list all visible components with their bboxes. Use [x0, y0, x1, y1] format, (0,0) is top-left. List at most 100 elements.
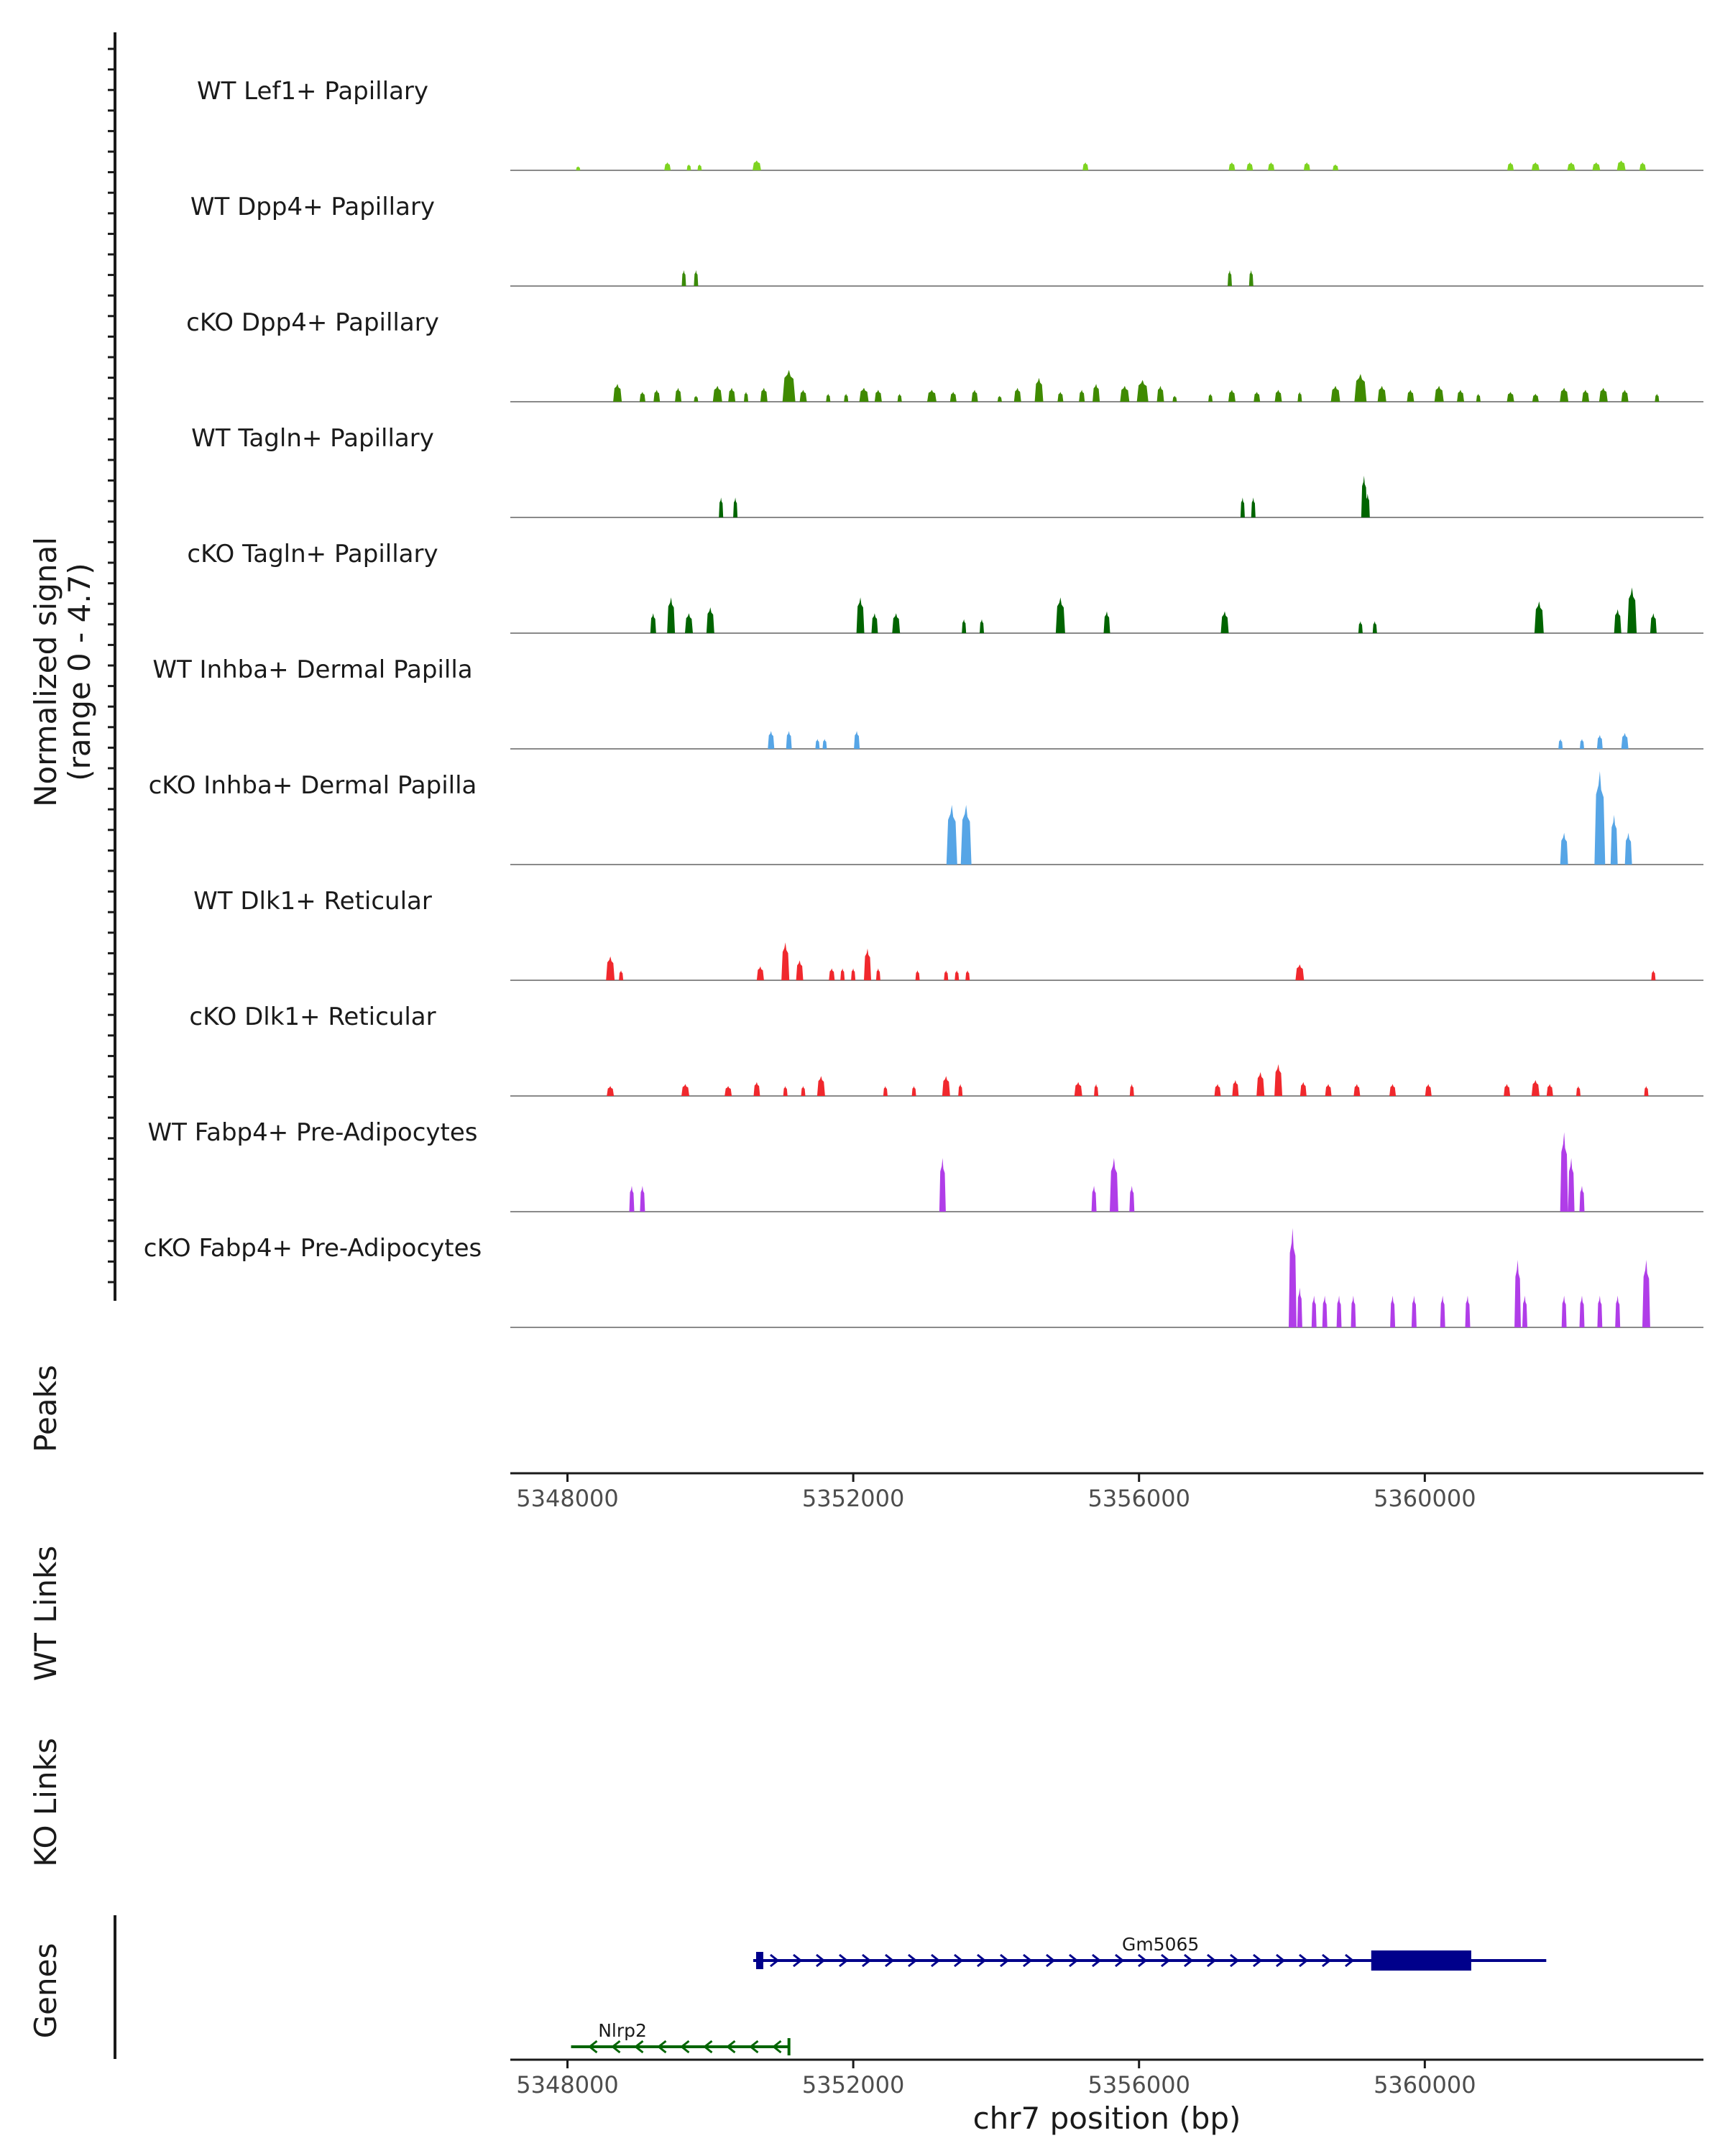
signal-peak	[786, 731, 792, 749]
signal-peak	[1228, 162, 1236, 170]
strand-arrow	[657, 2040, 667, 2054]
signal-peak	[639, 392, 645, 402]
signal-peak	[1560, 832, 1568, 865]
signal-peak	[1251, 497, 1256, 517]
x-tick-label: 5356000	[1087, 1485, 1190, 1512]
signal-peak	[1351, 1295, 1356, 1327]
strand-arrow	[772, 2040, 782, 2054]
signal-peak	[871, 613, 878, 633]
strand-arrow	[931, 1953, 941, 1968]
signal-peak	[1596, 734, 1603, 749]
strand-arrow	[749, 2040, 759, 2054]
signal-peak	[1407, 390, 1414, 402]
signal-peak	[971, 390, 978, 402]
signal-peak	[897, 393, 902, 402]
signal-peak	[864, 948, 871, 980]
strand-arrow	[588, 2040, 598, 2054]
signal-peak	[854, 731, 860, 749]
signal-peak	[1546, 1084, 1553, 1096]
signal-peak	[1013, 387, 1021, 402]
signal-peak	[1254, 392, 1261, 402]
signal-peak	[653, 390, 661, 402]
signal-peak	[1297, 392, 1302, 402]
signal-peak	[1103, 611, 1110, 633]
signal-peak	[844, 393, 849, 402]
signal-peak	[1055, 597, 1065, 633]
signal-peak	[874, 390, 882, 402]
strand-arrow	[1000, 1953, 1010, 1968]
signal-peak	[1094, 1084, 1099, 1096]
gene-model: Gm5065	[753, 1934, 1547, 1971]
signal-peak	[1567, 162, 1576, 170]
track: cKO Tagln+ Papillary	[187, 540, 1703, 634]
signal-peak	[706, 607, 714, 633]
signal-peak	[822, 739, 827, 749]
gene-model: Nlrp2	[571, 2020, 791, 2055]
strand-arrow	[1092, 1953, 1102, 1968]
strand-arrow	[1276, 1953, 1286, 1968]
peaks-x-axis: 5348000 5352000 5356000 5360000	[510, 1472, 1703, 1512]
gene-exon	[755, 1952, 763, 1969]
signal-peak	[1228, 270, 1232, 286]
track-label: WT Fabp4+ Pre-Adipocytes	[148, 1118, 478, 1147]
strand-arrow	[954, 1953, 964, 1968]
signal-peak	[1079, 390, 1085, 402]
signal-peak	[1558, 739, 1563, 749]
signal-peak	[911, 1086, 916, 1096]
signal-peak	[1300, 1082, 1307, 1096]
signal-peak	[1522, 1295, 1527, 1327]
signal-peak	[1129, 1084, 1134, 1096]
signal-peak	[1425, 1084, 1432, 1096]
signal-peak	[1172, 395, 1177, 402]
strand-arrow	[611, 2040, 621, 2054]
signal-peak	[1354, 374, 1367, 402]
signal-peak	[1624, 832, 1632, 865]
strand-arrow	[1046, 1953, 1056, 1968]
x-tick-label: 5348000	[516, 2071, 619, 2099]
gene-label: Gm5065	[1122, 1934, 1199, 1955]
signal-peak	[1361, 475, 1367, 517]
x-tick-label: 5360000	[1374, 1485, 1476, 1512]
genes-x-axis: 5348000 5352000 5356000 5360000	[510, 2058, 1703, 2099]
signal-peak	[675, 387, 682, 402]
signal-peak	[840, 968, 845, 980]
signal-peak	[1336, 1295, 1342, 1327]
signal-peak	[1627, 587, 1637, 633]
strand-arrow	[816, 1953, 826, 1968]
x-tick-label: 5360000	[1374, 2071, 1476, 2099]
signal-peak	[783, 1086, 788, 1096]
strand-arrow	[1184, 1953, 1194, 1968]
signal-peak	[944, 970, 949, 980]
track-label: cKO Fabp4+ Pre-Adipocytes	[144, 1234, 482, 1263]
signal-axis-title: Normalized signal	[28, 537, 63, 807]
strand-arrow	[680, 2040, 690, 2054]
signal-peak	[640, 1186, 645, 1212]
signal-peak	[1295, 964, 1305, 980]
signal-peak	[1289, 1227, 1297, 1327]
x-tick-label: 5348000	[516, 1485, 619, 1512]
signal-peak	[859, 387, 869, 402]
signal-peak	[1579, 1186, 1585, 1212]
gene-label: Nlrp2	[598, 2020, 647, 2041]
signal-peak	[851, 968, 856, 980]
track-label: cKO Dpp4+ Papillary	[186, 308, 439, 337]
track-label: WT Lef1+ Papillary	[197, 77, 428, 106]
signal-peak	[875, 968, 880, 980]
signal-peak	[1598, 387, 1608, 402]
x-tick-label: 5356000	[1087, 2071, 1190, 2099]
signal-peak	[629, 1186, 635, 1212]
signal-peak	[892, 613, 901, 633]
strand-arrow	[1253, 1953, 1263, 1968]
signal-peak	[1390, 1295, 1396, 1327]
signal-peak	[1311, 1295, 1317, 1327]
signal-peak	[1621, 390, 1629, 402]
strand-arrow	[908, 1953, 918, 1968]
signal-peak	[965, 970, 970, 980]
signal-peak	[816, 1076, 825, 1096]
signal-peak	[1365, 493, 1370, 517]
track: cKO Fabp4+ Pre-Adipocytes	[144, 1227, 1703, 1328]
signal-peak	[1561, 1295, 1567, 1327]
signal-peak	[760, 387, 768, 402]
signal-peak	[1514, 1260, 1521, 1327]
